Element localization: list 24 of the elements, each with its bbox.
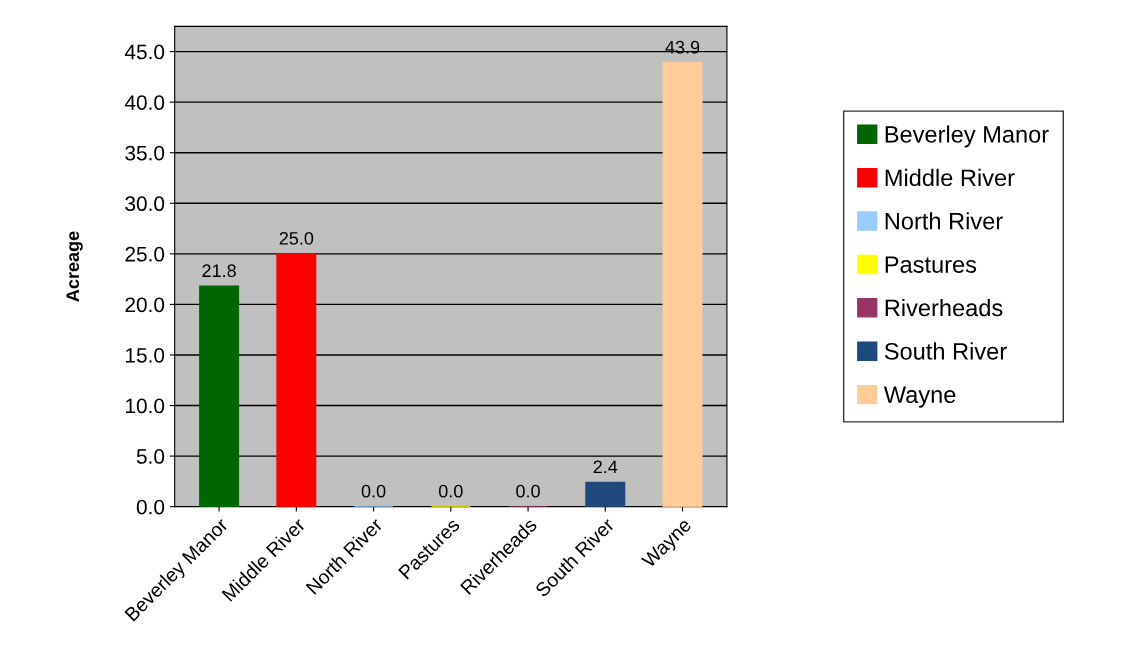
legend-label: South River [884,342,1007,360]
y-tick-label: 15.0 [126,347,165,363]
data-label: 21.8 [202,264,236,278]
y-tick-label: 0.0 [136,499,165,515]
y-tick-label: 30.0 [125,196,165,212]
data-label: 0.0 [516,484,540,498]
y-tick-label: 25.0 [125,246,165,262]
data-label: 2.4 [593,460,618,474]
y-tick-label: 40.0 [124,95,165,110]
legend-label: Wayne [883,386,956,408]
y-tick-label: 10.0 [126,398,165,414]
y-tick-label: 45.0 [124,44,165,60]
legend-label: Riverheads [885,298,1003,317]
legend-label: North River [885,212,1003,230]
legend-label: Middle River [885,168,1015,187]
data-label: 0.0 [438,484,463,498]
y-axis-title: Acreage [66,231,83,302]
y-tick-label: 5.0 [136,449,165,464]
legend-label: Pastures [885,256,977,273]
y-tick-label: 20.0 [125,297,165,313]
data-label: 25.0 [279,231,314,245]
data-label: 0.0 [361,484,386,498]
legend-label: Beverley Manor [885,125,1049,148]
y-tick-label: 35.0 [125,145,165,161]
